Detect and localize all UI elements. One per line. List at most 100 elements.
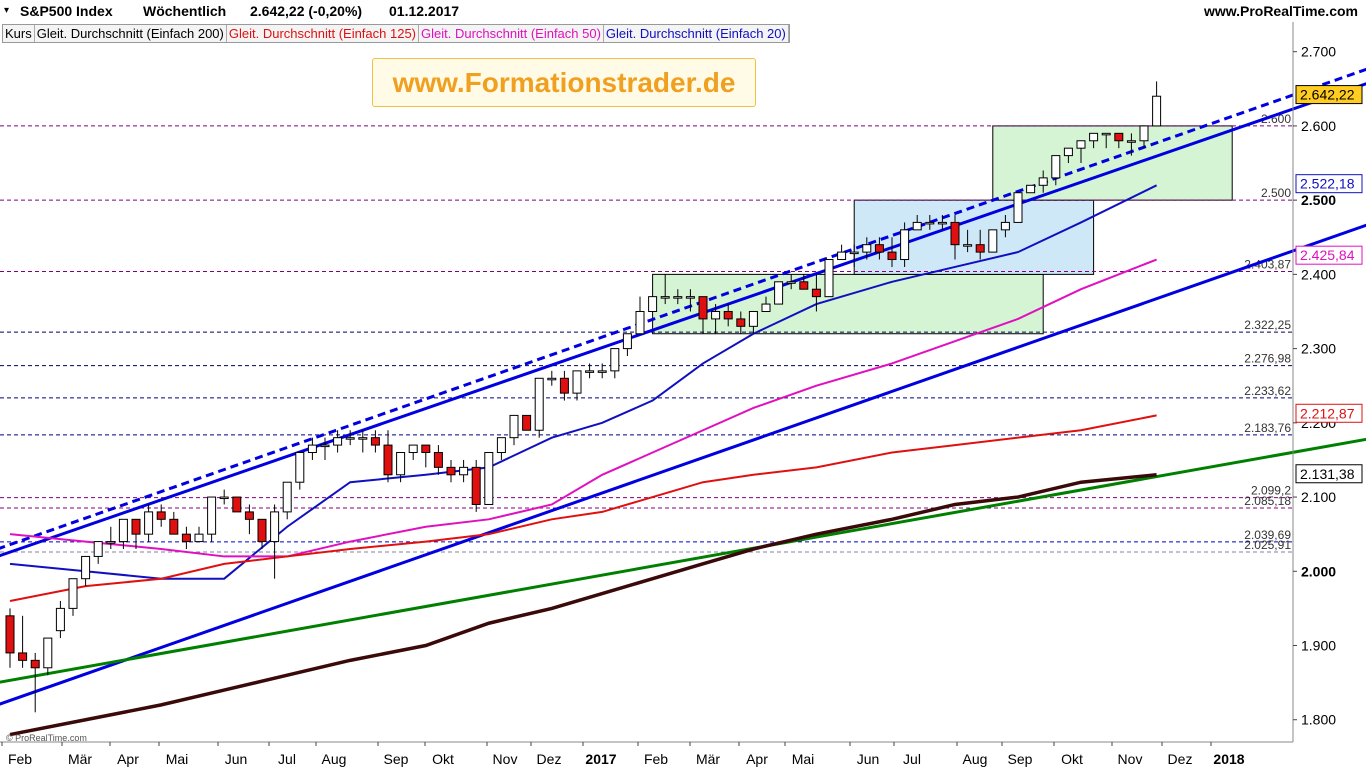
candle-body: [585, 370, 595, 373]
candle-body: [1013, 192, 1023, 223]
x-tick-label: Mär: [68, 751, 92, 767]
candle-body: [383, 444, 393, 476]
candle-body: [1051, 155, 1061, 179]
moving-average-line-3: [9, 473, 1157, 737]
candle-body: [660, 296, 670, 299]
price-tag-box-0: [1295, 85, 1363, 105]
trend-line-3: [0, 437, 1366, 684]
candle-body: [572, 370, 582, 394]
x-tick-label: Mär: [696, 751, 720, 767]
candle-body: [144, 511, 154, 535]
candle-body: [18, 652, 28, 661]
symbol-title: S&P500 Index: [20, 3, 113, 19]
candle-body: [257, 518, 267, 543]
y-tick-label: 2.600: [1301, 118, 1336, 134]
x-tick-label: Jun: [225, 751, 248, 767]
price-tag-label-0: 2.642,22: [1300, 87, 1355, 103]
candle-body: [219, 496, 229, 500]
level-label-8: 2.085,18: [1244, 494, 1291, 508]
candle-body: [912, 221, 922, 231]
candle-body: [232, 496, 242, 513]
x-tick-label: Apr: [117, 751, 139, 767]
y-tick-label: 2.500: [1301, 192, 1336, 208]
candle-body: [1000, 221, 1010, 231]
level-label-10: 2.025,91: [1244, 538, 1291, 552]
candle-body: [333, 437, 343, 446]
candle-body: [1089, 132, 1099, 142]
legend-ma20[interactable]: Gleit. Durchschnitt (Einfach 20): [604, 25, 789, 42]
candle-body: [937, 221, 947, 225]
price-tag-box-4: [1295, 464, 1363, 484]
candle-body: [975, 244, 985, 253]
candle-body: [547, 377, 557, 381]
x-tick-label: Mai: [792, 751, 815, 767]
chart-area[interactable]: 2.600 2.500 2.403,87 2.322,25 2.276,98 2.233,…: [0, 22, 1366, 768]
legend-price[interactable]: Kurs: [3, 25, 35, 42]
candle-body: [106, 541, 116, 544]
candle-body: [522, 414, 532, 431]
x-tick-label: 2018: [1213, 751, 1244, 767]
x-tick-label: Nov: [1118, 751, 1143, 767]
level-label-0: 2.600: [1261, 112, 1291, 126]
level-label-2: 2.403,87: [1244, 257, 1291, 271]
y-tick-label: 2.000: [1301, 563, 1336, 579]
candle-body: [270, 511, 280, 543]
candle-body: [648, 296, 658, 312]
candle-body: [774, 281, 784, 305]
candle-body: [396, 452, 406, 476]
y-tick-label: 2.100: [1301, 489, 1336, 505]
price-chart[interactable]: 2.600 2.500 2.403,87 2.322,25 2.276,98 2.233,…: [0, 22, 1366, 768]
level-label-3: 2.322,25: [1244, 318, 1291, 332]
candle-body: [81, 555, 91, 580]
indicator-legend[interactable]: Kurs Gleit. Durchschnitt (Einfach 200) G…: [2, 24, 790, 43]
candle-body: [824, 259, 834, 298]
candle-body: [1139, 125, 1149, 142]
candle-body: [1076, 140, 1086, 149]
candle-body: [459, 466, 469, 476]
candle-body: [988, 229, 998, 253]
watermark-box: www.Formationstrader.de: [372, 58, 756, 107]
x-tick-label: Sep: [384, 751, 409, 767]
candle-body: [370, 437, 380, 446]
level-label-1: 2.500: [1261, 186, 1291, 200]
x-tick-label: Jul: [903, 751, 921, 767]
candle-body: [610, 348, 620, 372]
candle-body: [635, 310, 645, 335]
candle-body: [194, 533, 204, 543]
pattern-box-0: [652, 273, 1044, 335]
candle-body: [320, 444, 330, 448]
candle-body: [597, 370, 607, 373]
x-tick-label: Mai: [166, 751, 189, 767]
price-tag-label-2: 2.425,84: [1300, 247, 1355, 263]
x-tick-label: Okt: [432, 751, 454, 767]
y-tick-label: 1.900: [1301, 638, 1336, 654]
trend-line-0: [0, 67, 1366, 550]
candle-body: [685, 296, 695, 299]
candle-body: [950, 221, 960, 246]
candle-body: [673, 296, 683, 299]
candle-body: [534, 377, 544, 431]
legend-ma50[interactable]: Gleit. Durchschnitt (Einfach 50): [419, 25, 604, 42]
moving-average-line-1: [9, 258, 1157, 558]
legend-ma125[interactable]: Gleit. Durchschnitt (Einfach 125): [227, 25, 420, 42]
site-label[interactable]: www.ProRealTime.com: [1203, 3, 1358, 19]
x-tick-label: Jun: [857, 751, 880, 767]
candle-body: [748, 310, 758, 327]
collapse-icon[interactable]: ▾: [4, 5, 10, 16]
chart-header: ▾ S&P500 Index Wöchentlich 2.642,22 (-0,…: [0, 0, 1366, 22]
candle-body: [93, 541, 103, 557]
candle-body: [761, 303, 771, 312]
candle-body: [207, 496, 217, 535]
x-tick-label: Aug: [322, 751, 347, 767]
price-tag-label-4: 2.131,38: [1300, 466, 1355, 482]
trend-line-2: [0, 223, 1366, 706]
candle-body: [471, 466, 481, 505]
legend-ma200[interactable]: Gleit. Durchschnitt (Einfach 200): [35, 25, 227, 42]
candle-body: [421, 444, 431, 454]
x-tick-label: Sep: [1008, 751, 1033, 767]
candle-body: [1026, 184, 1036, 194]
x-tick-label: Aug: [963, 751, 988, 767]
candle-body: [874, 244, 884, 253]
candle-body: [307, 444, 317, 454]
price-tag-box-1: [1295, 174, 1363, 194]
